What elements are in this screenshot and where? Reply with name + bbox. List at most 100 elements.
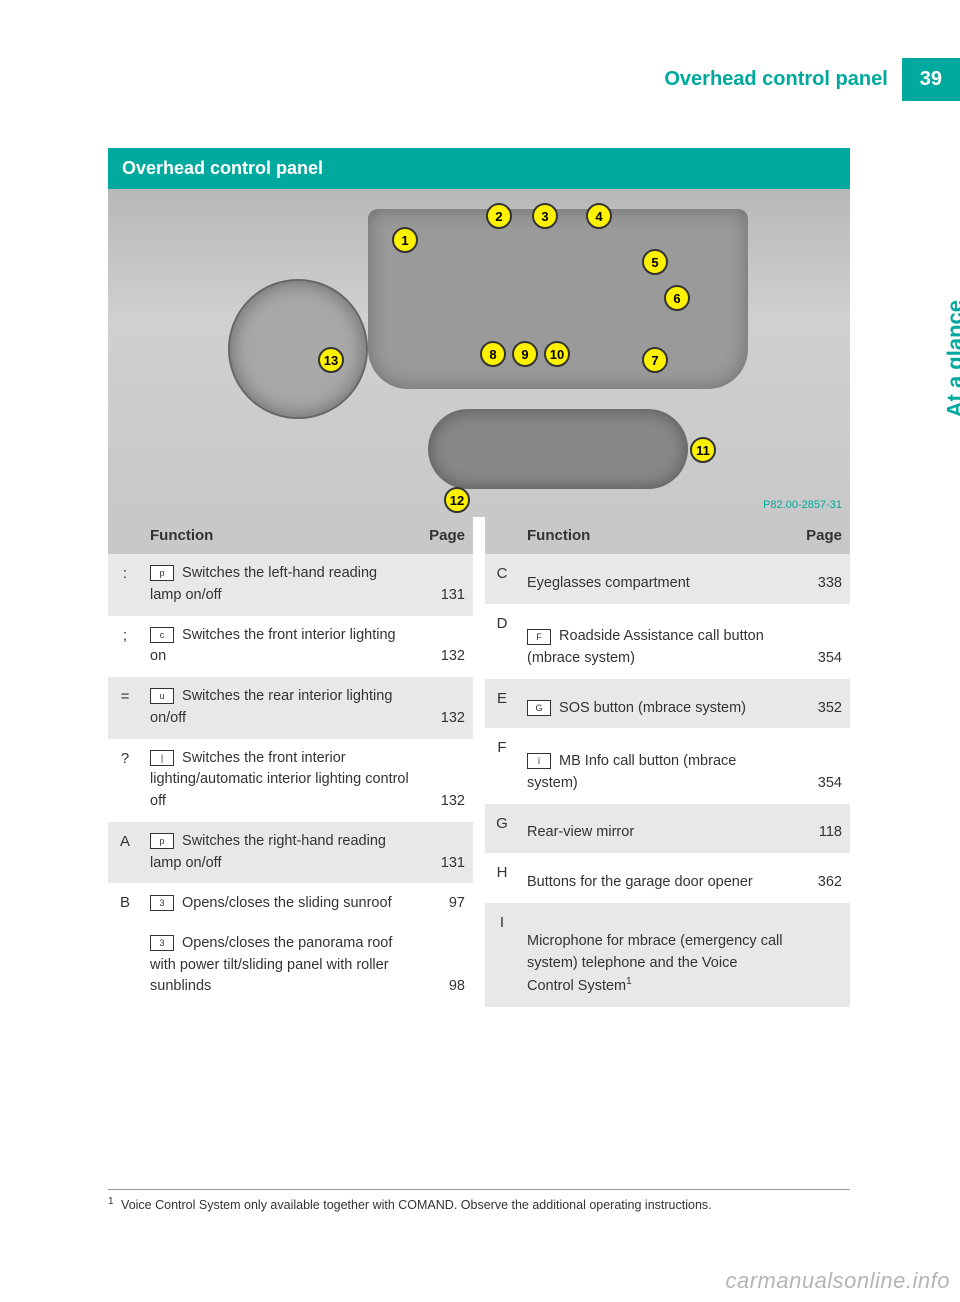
- row-function: p Switches the left-hand reading lamp on…: [142, 554, 419, 616]
- row-marker: F: [485, 728, 519, 803]
- row-function: F Roadside Assistance call button (mbrac…: [519, 604, 796, 679]
- row-marker: ?: [108, 739, 142, 822]
- overhead-panel-diagram: 12345678910111213 P82.00-2857-31: [108, 189, 850, 517]
- footnote: 1 Voice Control System only available to…: [108, 1189, 850, 1212]
- function-icon: 3: [150, 935, 174, 951]
- section-title: Overhead control panel: [108, 148, 850, 189]
- function-icon: G: [527, 700, 551, 716]
- row-page: 132: [419, 677, 473, 739]
- callout-8: 8: [480, 341, 506, 367]
- function-icon: p: [150, 565, 174, 581]
- row-page: 97: [419, 883, 473, 924]
- table-row: :p Switches the left-hand reading lamp o…: [108, 554, 473, 616]
- row-page: 354: [796, 728, 850, 803]
- row-marker: :: [108, 554, 142, 616]
- row-function: G SOS button (mbrace system): [519, 679, 796, 729]
- function-icon: p: [150, 833, 174, 849]
- row-page: [796, 903, 850, 1007]
- table-row: ?| Switches the front interior lighting/…: [108, 739, 473, 822]
- function-text: Switches the rear interior lighting on/o…: [150, 688, 392, 726]
- col-page: Page: [419, 517, 473, 554]
- function-text: MB Info call button (mbrace system): [527, 753, 736, 791]
- callout-6: 6: [664, 285, 690, 311]
- function-icon: |: [150, 750, 174, 766]
- function-text: SOS button (mbrace system): [555, 700, 746, 716]
- col-blank: [485, 517, 519, 554]
- row-function: Rear-view mirror: [519, 804, 796, 854]
- callout-4: 4: [586, 203, 612, 229]
- col-blank: [108, 517, 142, 554]
- row-marker: H: [485, 853, 519, 903]
- row-function: Microphone for mbrace (emergency call sy…: [519, 903, 796, 1007]
- table-row: G Rear-view mirror 118: [485, 804, 850, 854]
- function-icon: u: [150, 688, 174, 704]
- row-marker: =: [108, 677, 142, 739]
- function-text: Rear-view mirror: [527, 824, 634, 840]
- callout-10: 10: [544, 341, 570, 367]
- function-icon: ï: [527, 753, 551, 769]
- table-row: Ap Switches the right-hand reading lamp …: [108, 822, 473, 884]
- function-tables: Function Page :p Switches the left-hand …: [108, 517, 850, 1007]
- table-row: 3 Opens/closes the panorama roof with po…: [108, 924, 473, 1007]
- watermark: carmanualsonline.info: [725, 1268, 950, 1294]
- row-marker: C: [485, 554, 519, 604]
- content-area: Overhead control panel 12345678910111213…: [108, 148, 850, 1007]
- function-text: Opens/closes the panorama roof with powe…: [150, 935, 392, 995]
- function-text: Switches the left-hand reading lamp on/o…: [150, 565, 377, 603]
- callout-2: 2: [486, 203, 512, 229]
- row-function: 3 Opens/closes the panorama roof with po…: [142, 924, 419, 1007]
- page-number: 39: [902, 58, 960, 101]
- callout-7: 7: [642, 347, 668, 373]
- right-function-table: Function Page CEyeglasses compartment338…: [485, 517, 850, 1007]
- row-marker: G: [485, 804, 519, 854]
- callout-13: 13: [318, 347, 344, 373]
- function-text: Microphone for mbrace (emergency call sy…: [527, 933, 782, 994]
- row-page: 132: [419, 616, 473, 678]
- diagram-ref: P82.00-2857-31: [763, 499, 842, 511]
- row-page: 362: [796, 853, 850, 903]
- function-icon: 3: [150, 895, 174, 911]
- row-function: Buttons for the garage door opener: [519, 853, 796, 903]
- row-page: 132: [419, 739, 473, 822]
- vent-inset: [228, 279, 368, 419]
- row-page: 118: [796, 804, 850, 854]
- callout-1: 1: [392, 227, 418, 253]
- table-row: EG SOS button (mbrace system)352: [485, 679, 850, 729]
- table-row: ;c Switches the front interior lighting …: [108, 616, 473, 678]
- side-tab: At a glance: [942, 300, 960, 417]
- row-page: 338: [796, 554, 850, 604]
- table-row: = u Switches the rear interior lighting o…: [108, 677, 473, 739]
- row-function: c Switches the front interior lighting o…: [142, 616, 419, 678]
- running-title: Overhead control panel: [664, 68, 901, 91]
- col-function: Function: [142, 517, 419, 554]
- row-marker: [108, 924, 142, 1007]
- row-function: ï MB Info call button (mbrace system): [519, 728, 796, 803]
- table-row: CEyeglasses compartment338: [485, 554, 850, 604]
- row-page: 131: [419, 822, 473, 884]
- col-page: Page: [796, 517, 850, 554]
- function-text: Roadside Assistance call button (mbrace …: [527, 628, 764, 666]
- row-marker: B: [108, 883, 142, 924]
- left-function-table: Function Page :p Switches the left-hand …: [108, 517, 473, 1007]
- footnote-text: Voice Control System only available toge…: [121, 1198, 712, 1212]
- function-icon: c: [150, 627, 174, 643]
- row-function: | Switches the front interior lighting/a…: [142, 739, 419, 822]
- callout-12: 12: [444, 487, 470, 513]
- page: Overhead control panel 39 At a glance Ov…: [0, 0, 960, 1302]
- mirror-shape: [428, 409, 688, 489]
- row-function: Eyeglasses compartment: [519, 554, 796, 604]
- running-header: Overhead control panel 39: [664, 58, 960, 101]
- table-row: B3 Opens/closes the sliding sunroof 97: [108, 883, 473, 924]
- function-text: Switches the front interior lighting on: [150, 627, 396, 665]
- row-page: 98: [419, 924, 473, 1007]
- row-marker: D: [485, 604, 519, 679]
- function-text: Opens/closes the sliding sunroof: [178, 895, 392, 911]
- row-function: p Switches the right-hand reading lamp o…: [142, 822, 419, 884]
- function-text: Switches the front interior lighting/aut…: [150, 750, 409, 810]
- table-row: HButtons for the garage door opener362: [485, 853, 850, 903]
- col-function: Function: [519, 517, 796, 554]
- row-page: 131: [419, 554, 473, 616]
- row-marker: A: [108, 822, 142, 884]
- row-page: 354: [796, 604, 850, 679]
- footnote-number: 1: [108, 1196, 114, 1207]
